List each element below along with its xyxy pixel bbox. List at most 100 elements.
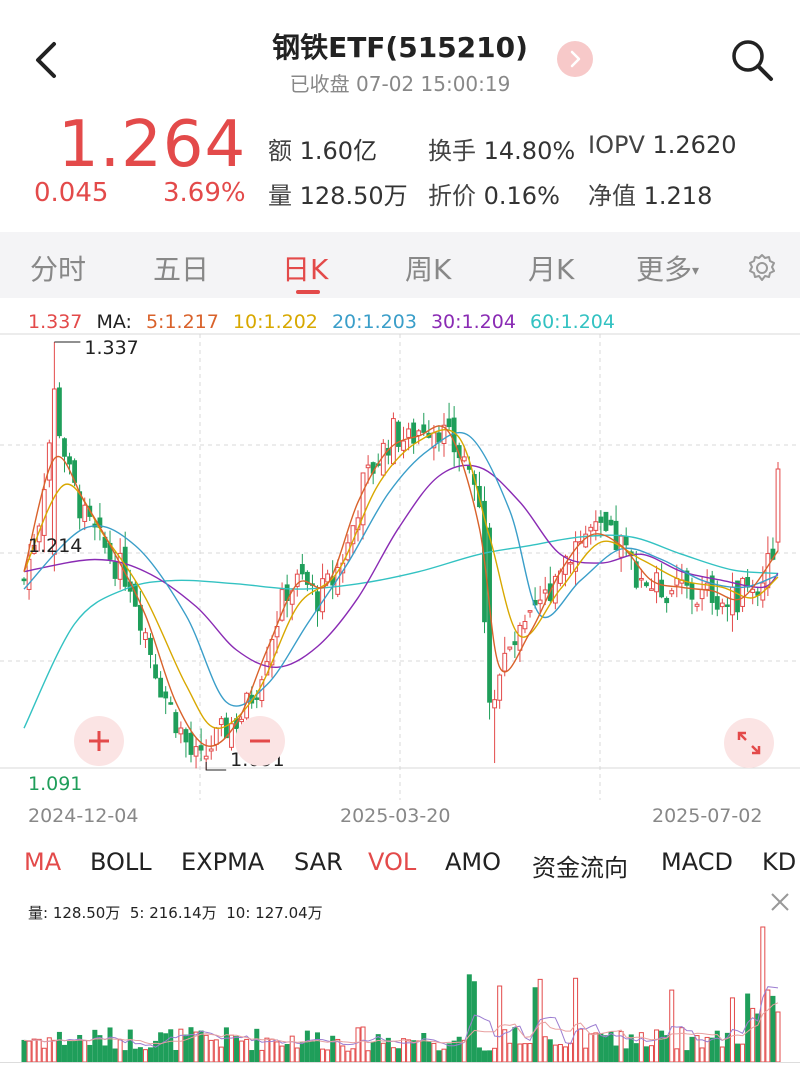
volume-bar [547, 1039, 553, 1063]
volume-bar [158, 1032, 164, 1063]
volume-bar [31, 1038, 37, 1063]
volume-bar [127, 1029, 133, 1063]
chart-settings-button[interactable] [746, 252, 778, 284]
close-icon [771, 893, 789, 911]
candle-down [198, 745, 204, 751]
volume-bar [178, 1028, 184, 1063]
candle-down [183, 729, 189, 743]
line-ma20 [23, 431, 779, 707]
chevron-left-icon [36, 42, 56, 78]
stat-label: 量 [268, 182, 292, 210]
tab-5day[interactable]: 五日 [153, 253, 210, 286]
tab-minute[interactable]: 分时 [30, 253, 87, 286]
volume-bar [82, 1040, 88, 1063]
tab-more-label: 更多 [636, 253, 693, 286]
ma-lines [23, 425, 779, 747]
indicator-vol[interactable]: VOL [368, 848, 417, 876]
indicator-ma[interactable]: MA [24, 848, 62, 876]
line-ma60 [23, 534, 779, 729]
fullscreen-button[interactable] [724, 718, 774, 768]
zoom-out-button[interactable] [235, 716, 285, 766]
volume-bar [26, 1040, 32, 1063]
candle-down [512, 641, 518, 646]
next-stock-button[interactable] [557, 41, 593, 77]
y-axis-mid-label: 1.214 [28, 535, 82, 557]
volume-bar [562, 1046, 568, 1063]
candle-up [360, 472, 366, 526]
volume-bar [426, 1041, 432, 1063]
volume-bar [456, 1036, 462, 1063]
candle-up [719, 602, 725, 608]
candle-up [649, 588, 654, 591]
volume-bar [36, 1038, 42, 1063]
indicator-expma[interactable]: EXPMA [181, 848, 265, 876]
legend-ma20: 20:1.203 [331, 311, 417, 333]
candle-down [224, 717, 229, 739]
candle-up [441, 424, 447, 444]
volume-bar [659, 1030, 665, 1063]
candle-up [143, 632, 148, 641]
high-marker-label: 1.337 [84, 337, 138, 359]
candle-up [82, 504, 88, 522]
close-volume-button[interactable] [768, 890, 792, 914]
volume-bar [552, 1044, 558, 1063]
volume-bar [719, 1046, 725, 1063]
indicator-amo[interactable]: AMO [445, 848, 502, 876]
indicator-sar[interactable]: SAR [294, 848, 343, 876]
candle-up [41, 489, 47, 536]
stat-iopv: IOPV 1.2620 [588, 131, 736, 159]
candle-up [36, 525, 42, 543]
volume-bar [112, 1048, 118, 1063]
legend-ma10: 10:1.202 [232, 311, 318, 333]
volume-bar [684, 1050, 690, 1063]
candle-up [669, 590, 675, 595]
volume-bar [588, 1033, 594, 1063]
candle-down [67, 456, 72, 465]
stat-label: 换手 [428, 137, 476, 165]
candle-up [522, 621, 528, 630]
candle-down [315, 591, 320, 612]
volume-bar [203, 1034, 209, 1063]
legend-ma5: 5:1.217 [145, 311, 219, 333]
indicator-fund-flow[interactable]: 资金流向 [532, 854, 628, 882]
volume-bar [451, 1040, 457, 1063]
volume-bar [198, 1030, 204, 1063]
legend-ma-label: MA: [96, 311, 132, 333]
back-button[interactable] [28, 38, 68, 82]
volume-bar [411, 1040, 417, 1063]
candle-down [168, 702, 174, 705]
candle-down [689, 583, 695, 600]
volume-bar [56, 1031, 62, 1063]
volume-bar [122, 1050, 128, 1063]
volume-ma5-line [23, 986, 779, 1048]
indicator-kd[interactable]: KD [762, 848, 797, 876]
candle-down [304, 571, 310, 585]
candle-down [299, 564, 305, 575]
tab-weekly-k[interactable]: 周K [405, 253, 452, 286]
candle-up [552, 575, 558, 604]
candle-down [62, 438, 67, 457]
volume-bar [421, 1033, 427, 1063]
volume-bar [153, 1040, 159, 1063]
candle-down [709, 575, 715, 603]
tab-more[interactable]: 更多▾ [636, 248, 699, 288]
volume-bar [689, 1036, 695, 1063]
volume-bar [173, 1049, 179, 1063]
volume-bar [375, 1034, 381, 1063]
indicator-boll[interactable]: BOLL [90, 848, 152, 876]
volume-bar [223, 1027, 229, 1063]
line-ma5 [23, 425, 779, 747]
search-button[interactable] [728, 36, 776, 84]
candle-down [659, 579, 665, 598]
volume-bar [365, 1050, 371, 1063]
tab-monthly-k[interactable]: 月K [528, 253, 575, 286]
tab-daily-k[interactable]: 日K [282, 253, 329, 286]
volume-bar [309, 1041, 315, 1063]
indicator-macd[interactable]: MACD [661, 848, 733, 876]
volume-bar [370, 1041, 376, 1063]
zoom-in-button[interactable] [74, 716, 124, 766]
candle-up [502, 652, 508, 672]
volume-bar [431, 1042, 437, 1063]
volume-bar [213, 1039, 219, 1063]
